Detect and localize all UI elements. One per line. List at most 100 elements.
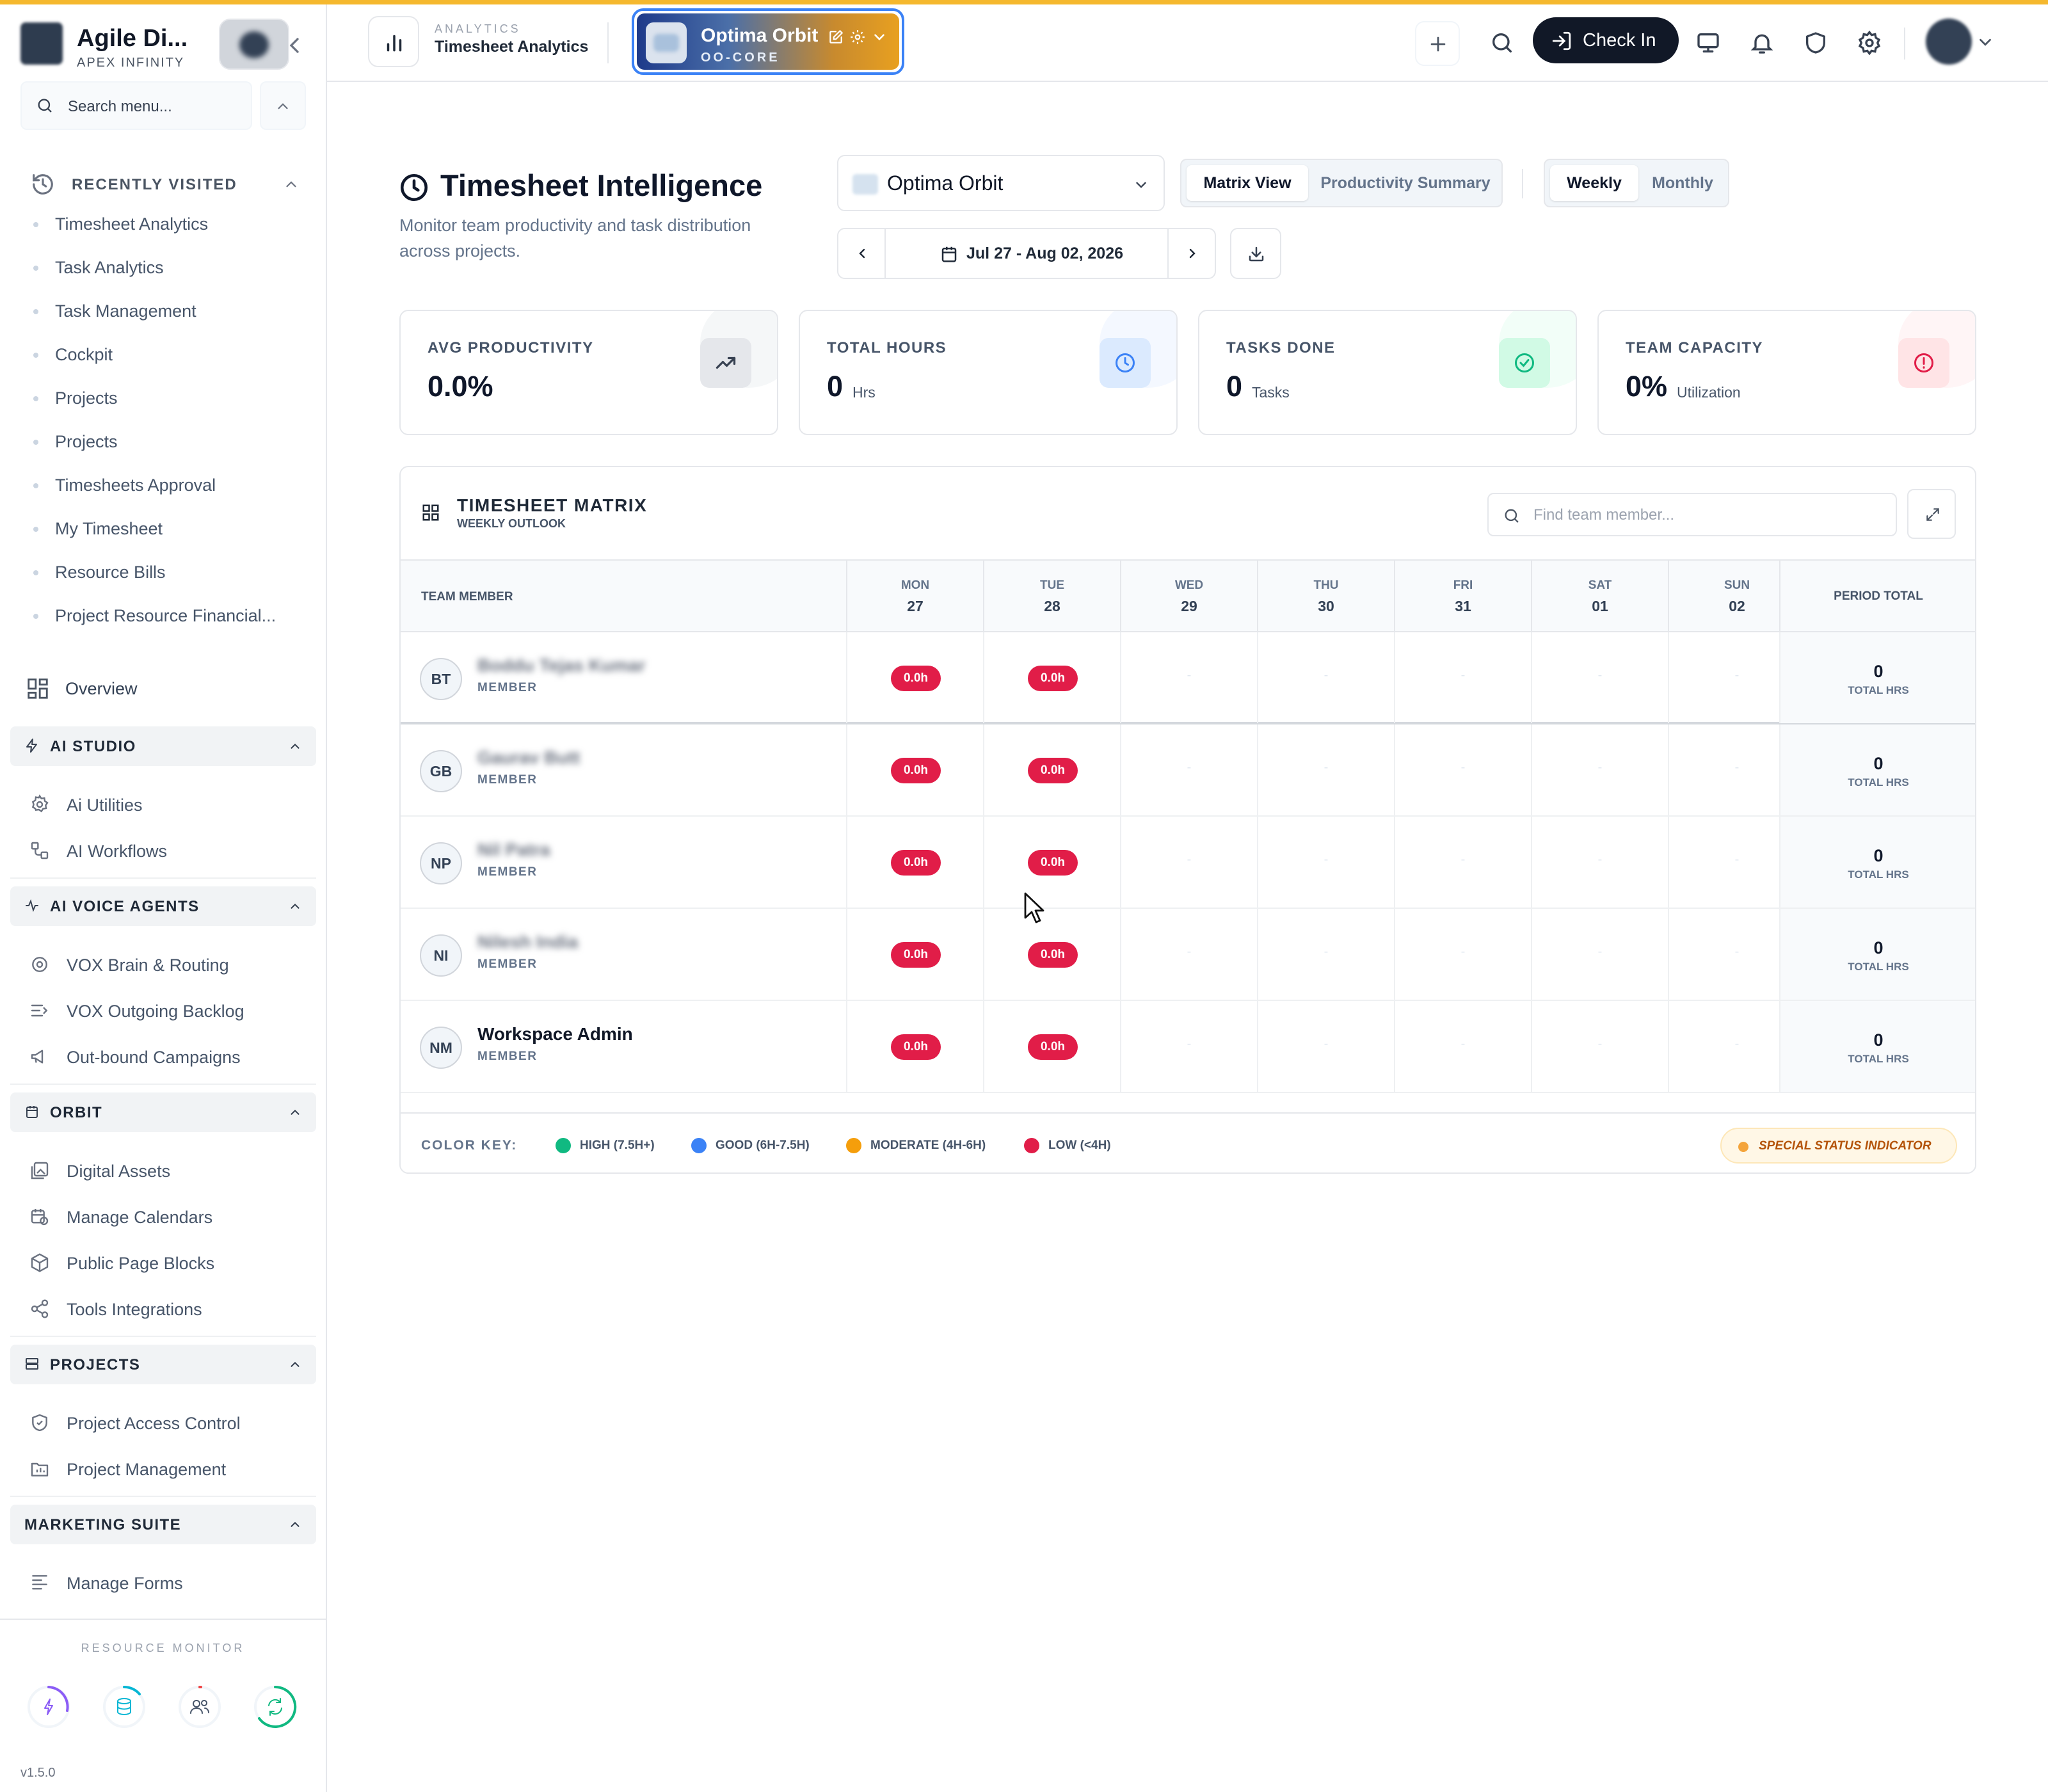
sidebar-search[interactable]: Search menu... [20, 81, 252, 130]
user-avatar[interactable] [1926, 19, 1972, 65]
sidebar-item-ai-utilities[interactable]: Ai Utilities [29, 787, 305, 822]
day-cell[interactable] [1257, 909, 1394, 1000]
table-row[interactable]: NP Nil Patra MEMBER 0.0h 0.0h 0 TOTAL HRS [401, 817, 1975, 909]
database-gauge[interactable] [101, 1684, 147, 1730]
sidebar-item-outbound-campaigns[interactable]: Out-bound Campaigns [29, 1039, 305, 1075]
table-row[interactable]: BT Boddu Tejas Kumar MEMBER 0.0h 0.0h 0 TOTAL … [401, 632, 1975, 724]
day-cell[interactable] [1531, 1001, 1668, 1092]
day-cell[interactable]: 0.0h [846, 724, 983, 815]
section-header-ai-voice-agents[interactable]: AI VOICE AGENTS [10, 886, 316, 926]
sidebar-search-toggle[interactable] [260, 81, 306, 130]
day-cell[interactable] [1668, 632, 1805, 723]
recent-item[interactable]: Task Management [33, 296, 302, 340]
recent-item[interactable]: My Timesheet [33, 514, 302, 557]
tab-matrix-view[interactable]: Matrix View [1187, 165, 1308, 201]
notifications-button[interactable] [1744, 25, 1780, 61]
sidebar-item-digital-assets[interactable]: Digital Assets [29, 1153, 305, 1188]
tab-monthly[interactable]: Monthly [1652, 174, 1713, 192]
table-row[interactable]: GB Gaurav Butt MEMBER 0.0h 0.0h 0 TOTAL HRS [401, 724, 1975, 817]
day-cell[interactable]: 0.0h [846, 632, 983, 723]
day-cell[interactable] [1668, 724, 1805, 815]
recent-item[interactable]: Timesheet Analytics [33, 209, 302, 253]
check-in-button[interactable]: Check In [1533, 17, 1679, 63]
sidebar-item-public-page-blocks[interactable]: Public Page Blocks [29, 1245, 305, 1281]
sidebar-item-overview[interactable]: Overview [26, 670, 301, 706]
day-cell[interactable]: 0.0h [846, 817, 983, 908]
day-cell[interactable] [1120, 1001, 1257, 1092]
day-cell[interactable] [1120, 909, 1257, 1000]
day-cell[interactable]: 0.0h [983, 632, 1120, 723]
section-header-marketing-suite[interactable]: MARKETING SUITE [10, 1505, 316, 1544]
date-range-picker[interactable]: Jul 27 - Aug 02, 2026 [886, 229, 1169, 278]
sidebar-item-ai-workflows[interactable]: AI Workflows [29, 833, 305, 868]
export-button[interactable] [1230, 228, 1281, 279]
recent-item[interactable]: Project Resource Financial... [33, 601, 302, 644]
sidebar-item-project-access-control[interactable]: Project Access Control [29, 1405, 305, 1441]
monitor-button[interactable] [1690, 25, 1726, 61]
day-cell[interactable] [1394, 724, 1531, 815]
day-cell[interactable] [1668, 817, 1805, 908]
day-cell[interactable] [1394, 1001, 1531, 1092]
chevron-down-icon[interactable] [1976, 33, 1995, 52]
gear-icon[interactable] [849, 29, 866, 45]
day-cell[interactable] [1257, 632, 1394, 723]
cpu-gauge[interactable] [26, 1684, 72, 1730]
day-cell[interactable] [1120, 724, 1257, 815]
add-button[interactable] [1415, 21, 1460, 66]
section-header-projects[interactable]: PROJECTS [10, 1345, 316, 1384]
expand-matrix-button[interactable] [1907, 489, 1956, 539]
chevron-down-icon[interactable] [871, 29, 888, 45]
sidebar-item-vox-brain[interactable]: VOX Brain & Routing [29, 947, 305, 982]
next-period-button[interactable] [1167, 229, 1215, 278]
sidebar-item-manage-calendars[interactable]: Manage Calendars [29, 1199, 305, 1235]
day-cell[interactable]: 0.0h [983, 1001, 1120, 1092]
day-cell[interactable]: 0.0h [983, 909, 1120, 1000]
day-cell[interactable]: 0.0h [983, 724, 1120, 815]
sidebar-item-manage-forms[interactable]: Manage Forms [29, 1565, 305, 1601]
day-cell[interactable]: 0.0h [983, 817, 1120, 908]
workspace-avatar[interactable] [219, 19, 289, 70]
recent-item[interactable]: Projects [33, 427, 302, 470]
global-search-button[interactable] [1484, 25, 1520, 61]
edit-icon[interactable] [828, 29, 844, 45]
recent-item[interactable]: Resource Bills [33, 557, 302, 601]
day-cell[interactable] [1257, 817, 1394, 908]
day-cell[interactable] [1531, 632, 1668, 723]
analytics-module-icon[interactable] [368, 16, 419, 67]
tab-weekly[interactable]: Weekly [1550, 165, 1638, 201]
security-button[interactable] [1798, 25, 1834, 61]
table-row[interactable]: NM Workspace Admin MEMBER 0.0h 0.0h 0 TOTAL HR… [401, 1001, 1975, 1093]
sidebar-collapse-button[interactable] [282, 33, 307, 58]
recently-visited-header[interactable]: RECENTLY VISITED [31, 168, 300, 200]
day-cell[interactable] [1120, 817, 1257, 908]
section-header-ai-studio[interactable]: AI STUDIO [10, 726, 316, 766]
recent-item[interactable]: Projects [33, 383, 302, 427]
day-cell[interactable] [1531, 724, 1668, 815]
sidebar-item-tools-integrations[interactable]: Tools Integrations [29, 1291, 305, 1327]
day-cell[interactable] [1257, 1001, 1394, 1092]
day-cell[interactable] [1394, 632, 1531, 723]
day-cell[interactable]: 0.0h [846, 909, 983, 1000]
settings-button[interactable] [1852, 25, 1887, 61]
recent-item[interactable]: Task Analytics [33, 253, 302, 296]
sidebar-item-vox-backlog[interactable]: VOX Outgoing Backlog [29, 993, 305, 1028]
recent-item[interactable]: Cockpit [33, 340, 302, 383]
day-cell[interactable] [1531, 909, 1668, 1000]
day-cell[interactable]: 0.0h [846, 1001, 983, 1092]
day-cell[interactable] [1668, 909, 1805, 1000]
sidebar-item-project-management[interactable]: Project Management [29, 1451, 305, 1487]
team-member-search[interactable] [1487, 493, 1897, 536]
day-cell[interactable] [1531, 817, 1668, 908]
table-row[interactable]: NI Nilesh India MEMBER 0.0h 0.0h 0 TOTAL HRS [401, 909, 1975, 1001]
team-member-search-input[interactable] [1533, 503, 1879, 527]
project-switcher[interactable]: Optima Orbit OO-CORE [632, 8, 904, 75]
tab-productivity-summary[interactable]: Productivity Summary [1320, 174, 1491, 192]
users-gauge[interactable] [177, 1684, 223, 1730]
recent-item[interactable]: Timesheets Approval [33, 470, 302, 514]
workspace-select[interactable]: Optima Orbit [837, 155, 1165, 211]
brand[interactable]: Agile Di... APEX INFINITY [20, 19, 302, 70]
day-cell[interactable] [1120, 632, 1257, 723]
day-cell[interactable] [1257, 724, 1394, 815]
section-header-orbit[interactable]: ORBIT [10, 1092, 316, 1132]
day-cell[interactable] [1668, 1001, 1805, 1092]
